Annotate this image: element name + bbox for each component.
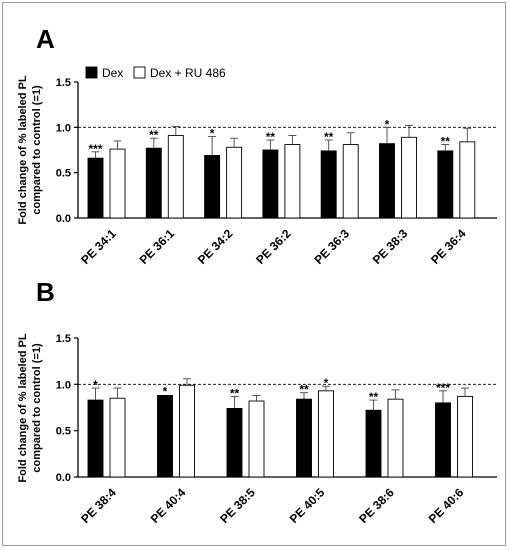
x-tick-label: PE 38:6 <box>356 485 397 526</box>
y-axis-label-line: compared to control (=1) <box>31 343 43 473</box>
significance-label: ** <box>324 130 334 144</box>
y-axis-label-line: compared to control (=1) <box>31 85 43 215</box>
legend: Dex Dex + RU 486 <box>85 66 226 80</box>
bar-dex <box>296 398 312 478</box>
bar-dex-ru486 <box>179 384 195 478</box>
bar-dex <box>435 402 451 478</box>
significance-label: ** <box>369 390 379 404</box>
x-tick-label: PE 40:4 <box>148 485 189 526</box>
bar-dex-ru486 <box>318 390 334 478</box>
significance-label: *** <box>88 142 102 156</box>
x-tick-label: PE 38:3 <box>370 226 411 267</box>
bar-dex-ru486 <box>459 141 476 219</box>
y-tick-label: 1.0 <box>56 379 71 391</box>
significance-label: ** <box>230 386 240 400</box>
bar-dex <box>157 395 173 478</box>
bar-dex-ru486 <box>401 136 417 219</box>
y-tick-label: 0.5 <box>56 168 71 180</box>
bar-dex-ru486 <box>109 148 126 219</box>
x-tick-label: PE 34:2 <box>195 226 236 267</box>
significance-label: ** <box>149 128 159 142</box>
bar-dex <box>320 150 337 219</box>
significance-label: * <box>163 384 168 398</box>
x-tick-label: PE 36:3 <box>311 226 352 267</box>
x-tick-label: PE 38:4 <box>78 485 119 526</box>
bar-dex-ru486 <box>248 400 265 478</box>
significance-label: ** <box>441 135 451 149</box>
bar-dex-ru486 <box>342 144 359 219</box>
bar-dex-ru486 <box>284 144 301 219</box>
bar-dex <box>437 150 454 219</box>
bar-dex <box>226 407 243 478</box>
panel-letter: B <box>36 277 55 307</box>
bar-dex-ru486 <box>457 395 473 478</box>
legend-label: Dex + RU 486 <box>150 66 226 80</box>
x-tick-label: PE 36:1 <box>137 226 178 267</box>
bar-dex-ru486 <box>167 135 184 219</box>
y-axis-label-line: Fold change of % labeled PL <box>17 333 29 482</box>
bar-dex-ru486 <box>109 397 126 478</box>
bar-dex <box>87 399 104 478</box>
significance-label: * <box>385 117 390 131</box>
bar-dex <box>379 143 395 219</box>
panel-b: B Fold change of % labeled PL compared to … <box>17 277 497 526</box>
panel-letter: A <box>36 24 55 54</box>
bar-dex <box>204 154 221 219</box>
y-tick-label: 1.5 <box>56 77 71 89</box>
y-tick-label: 0.0 <box>56 472 71 484</box>
x-tick-label: PE 36:4 <box>428 226 469 267</box>
significance-label: * <box>210 126 215 140</box>
x-tick-label: PE 40:6 <box>426 485 467 526</box>
panel-a: A Fold change of % labeled PL compared to … <box>17 24 497 267</box>
significance-label: * <box>93 378 98 392</box>
y-tick-label: 0.0 <box>56 213 71 225</box>
y-tick-label: 1.5 <box>56 333 71 345</box>
legend-label: Dex <box>102 66 123 80</box>
y-tick-label: 0.5 <box>56 426 71 438</box>
bar-dex <box>262 149 279 219</box>
legend-swatch <box>133 66 146 79</box>
bar-dex <box>145 147 162 219</box>
bar-dex <box>365 409 382 478</box>
y-axis-label-line: Fold change of % labeled PL <box>17 75 29 224</box>
y-axis-label: Fold change of % labeled PL compared to c… <box>17 333 43 482</box>
bar-dex-ru486 <box>387 398 404 478</box>
x-tick-label: PE 40:5 <box>287 485 328 526</box>
y-tick-label: 1.0 <box>56 122 71 134</box>
x-tick-label: PE 36:2 <box>253 226 294 267</box>
figure-frame <box>2 2 506 546</box>
legend-swatch <box>85 66 98 79</box>
significance-label: *** <box>436 381 450 395</box>
significance-label: * <box>324 376 329 390</box>
x-tick-label: PE 34:1 <box>78 226 119 267</box>
bar-dex-ru486 <box>226 146 243 219</box>
bar-dex <box>87 157 104 219</box>
significance-label: ** <box>266 130 276 144</box>
significance-label: ** <box>299 383 309 397</box>
x-tick-label: PE 38:5 <box>217 485 258 526</box>
y-axis-label: Fold change of % labeled PL compared to c… <box>17 75 43 224</box>
